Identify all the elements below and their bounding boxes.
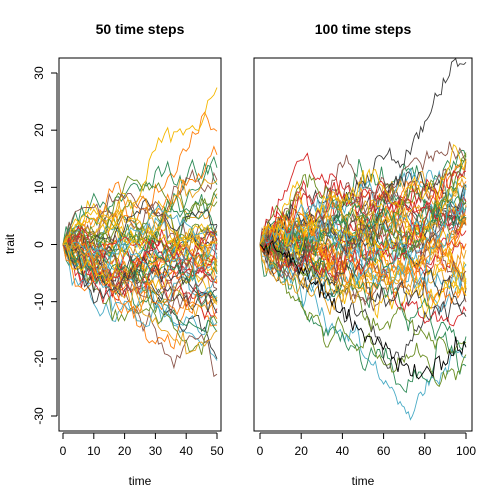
x-tick-label: 20 bbox=[295, 444, 309, 458]
series-line bbox=[62, 214, 218, 290]
series-line bbox=[62, 200, 218, 274]
chart-title: 50 time steps bbox=[96, 21, 185, 37]
x-axis-label: time bbox=[352, 474, 375, 488]
y-tick-label: -30 bbox=[32, 407, 46, 425]
plot-frame bbox=[58, 57, 222, 432]
series-line bbox=[259, 206, 467, 304]
axes: 0 20 40 60 80 100 bbox=[257, 432, 476, 458]
x-tick-label: 30 bbox=[149, 444, 163, 458]
series-line bbox=[62, 237, 218, 297]
x-tick-label: 50 bbox=[210, 444, 224, 458]
chart-title: 100 time steps bbox=[315, 21, 412, 37]
x-tick-label: 10 bbox=[87, 444, 101, 458]
plot-frame bbox=[253, 57, 473, 432]
series-line bbox=[259, 200, 467, 290]
y-tick-label: -20 bbox=[32, 350, 46, 368]
series-line bbox=[259, 178, 467, 257]
x-tick-label: 0 bbox=[60, 444, 67, 458]
series-line bbox=[62, 155, 218, 245]
series-line bbox=[62, 175, 218, 245]
series-line bbox=[62, 223, 218, 263]
x-tick-label: 100 bbox=[456, 444, 476, 458]
series-line bbox=[259, 144, 467, 259]
series-line bbox=[62, 239, 218, 350]
series-line bbox=[62, 229, 218, 284]
y-tick-label: 10 bbox=[32, 180, 46, 194]
series-line bbox=[62, 244, 218, 314]
series-line bbox=[259, 173, 467, 249]
series-line bbox=[259, 244, 467, 394]
chart-panel-100-steps: 100 time steps time 0 20 40 60 80 100 bbox=[253, 21, 476, 488]
series-line bbox=[259, 175, 467, 257]
series-line-lowest bbox=[62, 237, 218, 355]
x-axis-label: time bbox=[129, 474, 152, 488]
series-line bbox=[259, 217, 467, 315]
y-tick-label: 20 bbox=[32, 123, 46, 137]
series-line bbox=[259, 180, 467, 297]
series-line bbox=[62, 222, 218, 378]
series-line bbox=[259, 177, 467, 252]
axes: 0 10 20 30 40 50 -30 -20 -10 0 10 20 30 bbox=[32, 66, 224, 458]
x-tick-label: 40 bbox=[336, 444, 350, 458]
series-line bbox=[62, 244, 218, 328]
chart-panel-50-steps: 50 time steps time trait 0 10 20 30 40 50 -30 -… bbox=[3, 21, 224, 488]
x-tick-label: 20 bbox=[118, 444, 132, 458]
series-lines bbox=[259, 57, 467, 421]
series-line bbox=[259, 239, 467, 388]
series-line bbox=[259, 195, 467, 279]
series-line bbox=[62, 234, 218, 283]
series-line bbox=[62, 242, 218, 307]
series-lines bbox=[62, 87, 218, 378]
y-tick-label: 0 bbox=[32, 241, 46, 248]
series-line bbox=[62, 226, 218, 260]
series-line bbox=[62, 229, 218, 355]
series-line bbox=[62, 188, 218, 246]
y-tick-label: 30 bbox=[32, 66, 46, 80]
y-axis-label: trait bbox=[3, 233, 17, 254]
y-tick-label: -10 bbox=[32, 293, 46, 311]
series-line bbox=[62, 233, 218, 315]
series-line bbox=[259, 202, 467, 256]
series-line bbox=[259, 170, 467, 282]
x-tick-label: 40 bbox=[180, 444, 194, 458]
series-line bbox=[62, 204, 218, 270]
series-line bbox=[62, 178, 218, 254]
x-tick-label: 80 bbox=[418, 444, 432, 458]
series-line-lowest bbox=[259, 240, 467, 380]
series-line bbox=[259, 168, 467, 259]
series-line bbox=[62, 231, 218, 319]
x-tick-label: 0 bbox=[257, 444, 264, 458]
series-line bbox=[62, 192, 218, 271]
x-tick-label: 60 bbox=[377, 444, 391, 458]
series-line bbox=[259, 209, 467, 283]
series-line bbox=[259, 225, 467, 351]
series-line bbox=[259, 161, 467, 281]
